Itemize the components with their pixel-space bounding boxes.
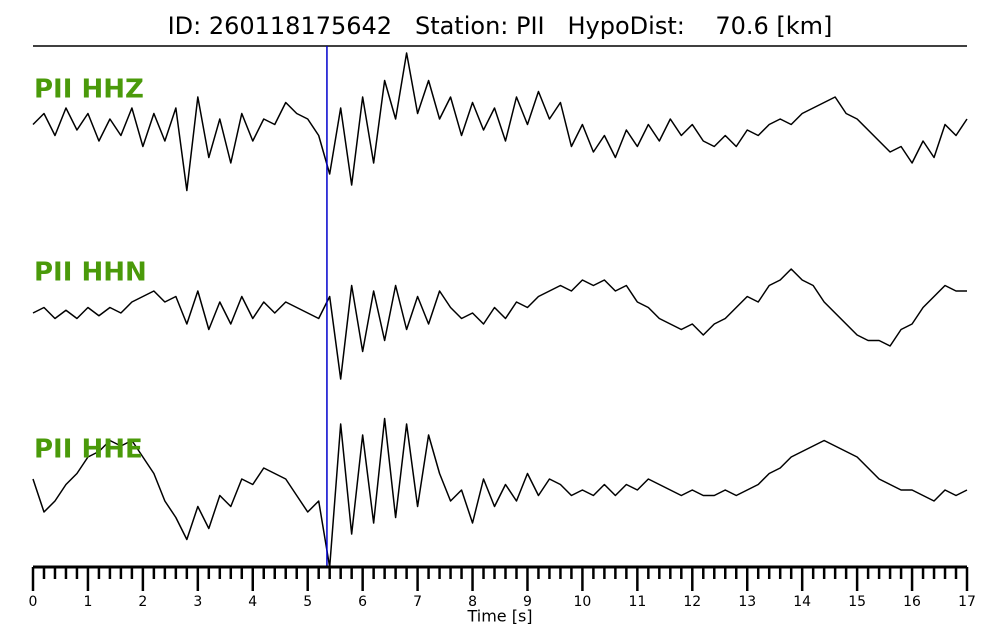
chart-title: ID: 260118175642 Station: PII HypoDist: … (168, 12, 833, 40)
x-axis-label: Time [s] (466, 607, 532, 626)
x-tick-label: 2 (138, 594, 147, 610)
x-tick-label: 11 (628, 594, 646, 610)
trace-label: PII HHE (34, 435, 143, 465)
waveform (32, 268, 967, 380)
x-tick-label: 8 (468, 594, 477, 610)
x-tick-label: 1 (83, 594, 92, 610)
trace-label: PII HHN (34, 258, 147, 288)
x-tick-label: 14 (793, 594, 811, 610)
waveform (32, 52, 968, 192)
x-tick-label: 4 (248, 594, 257, 610)
x-tick-label: 5 (303, 594, 312, 610)
waveform (32, 417, 968, 568)
trace-label: PII HHZ (34, 75, 144, 105)
x-tick-label: 0 (29, 594, 38, 610)
x-tick-label: 16 (903, 594, 921, 610)
x-tick-label: 3 (193, 594, 202, 610)
x-tick-label: 12 (683, 594, 701, 610)
x-tick-label: 17 (958, 594, 976, 610)
x-tick-label: 9 (523, 594, 532, 610)
x-tick-label: 13 (738, 594, 756, 610)
x-tick-label: 6 (358, 594, 367, 610)
x-tick-label: 15 (848, 594, 866, 610)
x-tick-label: 7 (413, 594, 422, 610)
x-tick-label: 10 (573, 594, 591, 610)
